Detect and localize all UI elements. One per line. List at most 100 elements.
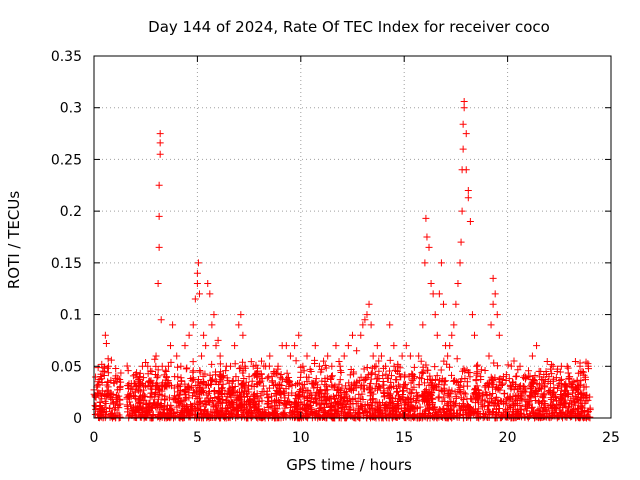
- data-point: [292, 381, 300, 389]
- data-point: [262, 362, 270, 370]
- data-point: [556, 394, 564, 402]
- data-point: [193, 269, 201, 277]
- data-point: [271, 399, 279, 407]
- data-point: [417, 357, 425, 365]
- data-point: [176, 390, 184, 398]
- data-point: [441, 387, 449, 395]
- data-point: [427, 390, 435, 398]
- data-point: [181, 342, 189, 350]
- data-point: [182, 365, 190, 373]
- data-point: [358, 390, 366, 398]
- data-point: [569, 384, 577, 392]
- data-point: [395, 370, 403, 378]
- x-axis-label: GPS time / hours: [286, 456, 412, 474]
- data-point: [549, 362, 557, 370]
- data-point: [277, 370, 285, 378]
- y-tick-label: 0.25: [51, 152, 82, 168]
- data-point: [365, 300, 373, 308]
- data-point: [117, 369, 125, 377]
- data-point: [486, 408, 494, 416]
- data-point: [232, 373, 240, 381]
- data-point: [451, 400, 459, 408]
- data-point: [348, 381, 356, 389]
- data-point: [244, 410, 252, 418]
- data-point: [406, 352, 414, 360]
- data-point: [489, 300, 497, 308]
- data-point: [453, 355, 461, 363]
- data-point: [520, 383, 528, 391]
- y-axis-label: ROTI / TECUs: [5, 191, 23, 289]
- y-tick-label: 0.2: [60, 204, 82, 220]
- data-point: [420, 379, 428, 387]
- data-point: [491, 290, 499, 298]
- data-point: [311, 391, 319, 399]
- data-point: [229, 399, 237, 407]
- data-point: [162, 373, 170, 381]
- data-point: [156, 386, 164, 394]
- data-point: [462, 130, 470, 138]
- data-point: [315, 362, 323, 370]
- data-point: [164, 362, 172, 370]
- data-point: [487, 394, 495, 402]
- data-point: [144, 362, 152, 370]
- data-point: [335, 358, 343, 366]
- data-point: [291, 342, 299, 350]
- data-point: [197, 402, 205, 410]
- data-point: [515, 392, 523, 400]
- data-point: [321, 392, 329, 400]
- data-point: [473, 371, 481, 379]
- data-point: [327, 372, 335, 380]
- data-point: [457, 389, 465, 397]
- data-point: [115, 404, 123, 412]
- data-point: [154, 395, 162, 403]
- data-point: [204, 380, 212, 388]
- data-point: [171, 392, 179, 400]
- data-point: [540, 413, 548, 421]
- data-point: [195, 290, 203, 298]
- data-point: [541, 383, 549, 391]
- data-point: [189, 358, 197, 366]
- data-point: [216, 360, 224, 368]
- data-point: [508, 383, 516, 391]
- data-point: [435, 386, 443, 394]
- data-point: [254, 402, 262, 410]
- data-point: [296, 386, 304, 394]
- data-point: [204, 280, 212, 288]
- data-point: [225, 379, 233, 387]
- data-point: [528, 403, 536, 411]
- data-point: [386, 367, 394, 375]
- data-point: [540, 390, 548, 398]
- data-point: [225, 398, 233, 406]
- data-point: [135, 395, 143, 403]
- data-point: [374, 403, 382, 411]
- data-point: [364, 371, 372, 379]
- y-tick-label: 0.05: [51, 359, 82, 375]
- data-point: [368, 401, 376, 409]
- data-point: [346, 394, 354, 402]
- data-point: [448, 371, 456, 379]
- data-point: [328, 381, 336, 389]
- data-point: [152, 352, 160, 360]
- data-point: [413, 412, 421, 420]
- data-point: [481, 383, 489, 391]
- data-point: [389, 406, 397, 414]
- data-point: [228, 377, 236, 385]
- data-point: [440, 404, 448, 412]
- data-point: [394, 405, 402, 413]
- data-point: [205, 398, 213, 406]
- data-point: [155, 181, 163, 189]
- y-tick-label: 0: [73, 411, 82, 427]
- data-point: [393, 413, 401, 421]
- data-point: [577, 397, 585, 405]
- data-point: [178, 377, 186, 385]
- data-point: [195, 375, 203, 383]
- data-point: [198, 389, 206, 397]
- data-point: [260, 413, 268, 421]
- data-point: [453, 413, 461, 421]
- data-point: [531, 386, 539, 394]
- data-point: [566, 373, 574, 381]
- data-point: [500, 390, 508, 398]
- data-point: [127, 383, 135, 391]
- data-point: [194, 259, 202, 267]
